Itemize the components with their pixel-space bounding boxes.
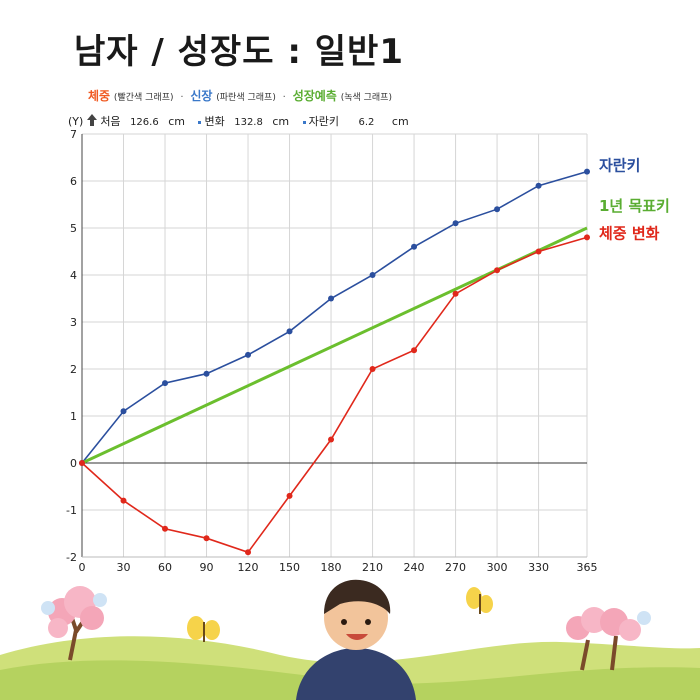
bullet-icon [198, 120, 202, 124]
data-point [494, 267, 501, 274]
data-point [245, 549, 252, 556]
y-tick-label: -2 [66, 551, 77, 564]
butterfly-icon [466, 587, 493, 614]
data-point [584, 234, 590, 241]
x-tick-label: 0 [79, 561, 86, 574]
series-end-label: 1년 목표키 [599, 197, 670, 215]
y-tick-label: 6 [70, 175, 77, 188]
series-line [81, 236, 588, 554]
growth-chart: 0 30 60 90 120 150 180 210 240 270 300 330 365-2-101… [66, 128, 670, 574]
y-tick-label: 7 [70, 128, 77, 141]
x-tick-label: 60 [158, 561, 172, 574]
data-point [286, 328, 293, 335]
x-tick-label: 210 [362, 561, 383, 574]
x-tick-label: 120 [238, 561, 259, 574]
data-point [162, 380, 169, 387]
legend-separator: · [180, 92, 184, 103]
chart-series [79, 168, 590, 556]
meadow-illustration [0, 579, 700, 700]
data-point [162, 525, 169, 532]
legend-weight-note: (빨간색 그래프) [113, 93, 174, 103]
data-point [452, 290, 459, 297]
data-point [452, 220, 459, 227]
legend-height-label: 신장 [190, 89, 213, 103]
tree-left-icon [41, 586, 107, 661]
x-tick-label: 300 [487, 561, 508, 574]
change-unit: cm [272, 115, 290, 128]
data-point [286, 492, 293, 499]
y-tick-label: 1 [70, 410, 77, 423]
data-point [328, 436, 335, 443]
legend-height-note: (파란색 그래프) [216, 93, 276, 103]
x-tick-label: 30 [117, 561, 131, 574]
legend-weight-label: 체중 [88, 89, 111, 103]
y-tick-label: 3 [70, 316, 77, 329]
data-point [120, 497, 127, 504]
data-point [120, 408, 127, 415]
chart-axes: 0 30 60 90 120 150 180 210 240 270 300 330 365-2-101… [66, 128, 597, 574]
series-end-label: 체중 변화 [599, 224, 660, 242]
x-tick-label: 150 [279, 561, 300, 574]
start-label: 처음 [100, 115, 121, 128]
legend-separator: · [282, 92, 286, 103]
data-point [203, 370, 210, 377]
y-tick-label: 4 [70, 269, 77, 282]
bullet-icon [302, 120, 306, 124]
data-point [411, 347, 418, 354]
x-tick-label: 180 [321, 561, 342, 574]
data-point [369, 272, 376, 278]
data-point [328, 295, 335, 302]
series-line [81, 170, 588, 464]
growth-unit: cm [391, 115, 409, 128]
growth-value: 6.2 [358, 117, 375, 128]
y-tick-label: -1 [66, 504, 77, 517]
growth-label: 자란키 [308, 115, 339, 128]
x-tick-label: 90 [200, 561, 214, 574]
start-unit: cm [168, 115, 185, 128]
data-point [535, 248, 542, 255]
tree-right-icon [566, 607, 651, 671]
butterfly-icon [187, 616, 220, 642]
x-tick-label: 270 [445, 561, 466, 574]
x-tick-label: 330 [528, 561, 549, 574]
chart-legend: 체중 (빨간색 그래프) · 신장 (파란색 그래프) · 성장예측 (녹색 그… [88, 87, 392, 104]
y-axis-label: (Y) [68, 115, 84, 128]
data-point [411, 243, 418, 250]
legend-forecast-label: 성장예측 [292, 89, 337, 103]
change-value: 132.8 [234, 117, 263, 128]
series-end-label: 자란키 [599, 157, 640, 175]
data-point [79, 460, 85, 466]
data-point [369, 366, 376, 372]
y-tick-label: 0 [70, 457, 77, 470]
data-point [203, 535, 210, 542]
height-readout: (Y) 처음 126.6 cm 변화 132.8 cm 자란키 6.2 cm [68, 113, 415, 129]
data-point [535, 182, 542, 189]
data-point [245, 351, 252, 358]
child-avatar-icon [296, 579, 416, 700]
x-tick-label: 365 [577, 561, 598, 574]
y-tick-label: 2 [70, 363, 77, 376]
legend-forecast-note: (녹색 그래프) [340, 93, 392, 103]
data-point [494, 206, 501, 213]
up-arrow-icon [86, 114, 97, 126]
data-point [584, 168, 590, 175]
page-title: 남자 / 성장도 : 일반1 [74, 32, 404, 72]
start-value: 126.6 [130, 117, 159, 128]
change-label: 변화 [204, 115, 225, 128]
x-tick-label: 240 [404, 561, 425, 574]
y-tick-label: 5 [70, 222, 77, 235]
